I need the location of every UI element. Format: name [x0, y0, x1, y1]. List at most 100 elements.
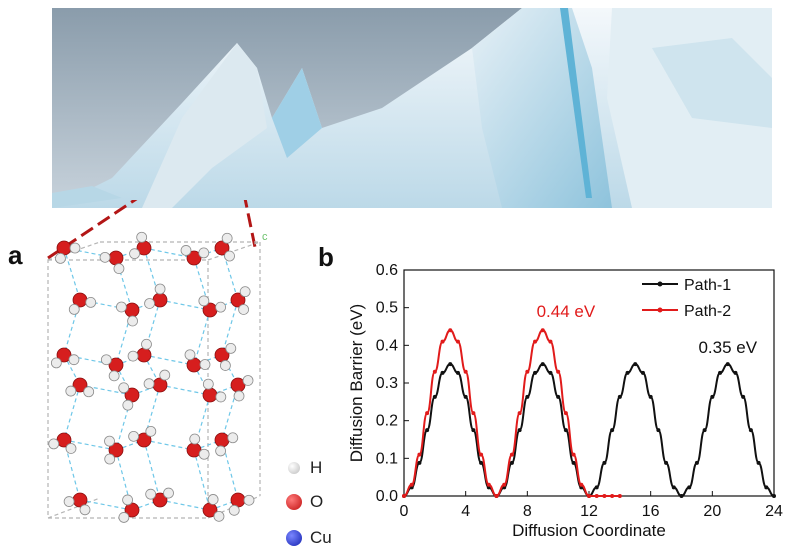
hydrogen-atom [127, 350, 139, 362]
oxygen-atom [152, 492, 168, 508]
oxygen-atom [230, 492, 246, 508]
cu-atom-label: Cu [310, 528, 332, 547]
water-molecule [145, 487, 174, 508]
hydrogen-atom [243, 494, 255, 506]
hydrogen-bond-line [143, 439, 161, 501]
hydrogen-atom [239, 286, 251, 298]
data-point [425, 428, 430, 433]
data-point [448, 328, 453, 333]
hydrogen-bond-line [79, 499, 133, 511]
water-molecule [65, 377, 95, 398]
o-atom-icon [286, 494, 302, 510]
data-point [471, 428, 476, 433]
water-molecule [128, 425, 157, 448]
oxygen-atom [186, 250, 202, 266]
y-tick-label: 0.0 [376, 488, 398, 505]
water-molecule [116, 301, 140, 327]
hydrogen-bond-line [63, 247, 81, 301]
hydrogen-atom [68, 303, 80, 315]
data-point [502, 482, 507, 487]
data-point [633, 362, 638, 367]
hydrogen-atom [224, 250, 235, 262]
hydrogen-atom [136, 231, 148, 243]
data-point [509, 460, 514, 465]
hydrogen-atom [233, 390, 245, 402]
cu-atom-icon [286, 530, 302, 546]
hydrogen-atom [65, 385, 77, 397]
hydrogen-atom [100, 354, 112, 366]
water-molecule [55, 240, 81, 264]
data-point [594, 494, 599, 498]
oxygen-atom [186, 357, 202, 373]
panel-label-b: b [318, 242, 334, 272]
data-point [448, 362, 453, 367]
x-tick-label: 24 [765, 503, 783, 520]
hydrogen-atom [198, 247, 210, 259]
hydrogen-atom [118, 512, 130, 523]
chart-legend: Path-1 Path-2 [642, 277, 731, 320]
oxygen-atom [152, 292, 168, 308]
series-layer [402, 328, 776, 498]
data-point [417, 452, 422, 457]
hydrogen-bond-line [159, 499, 211, 511]
hydrogen-bond-line [159, 384, 211, 396]
data-point [425, 411, 430, 416]
water-molecule [214, 432, 239, 457]
data-point [571, 452, 576, 457]
data-point [587, 494, 591, 498]
hydrogen-atom [154, 283, 166, 295]
water-molecule [127, 338, 152, 363]
data-point [509, 452, 514, 457]
panel-label-a: a [8, 240, 23, 270]
x-tick-label: 8 [523, 503, 532, 520]
y-tick-label: 0.3 [376, 375, 398, 392]
hydrogen-bond-line [63, 384, 81, 441]
data-point [594, 485, 599, 490]
water-molecule [63, 492, 91, 516]
hydrogen-atom [227, 432, 239, 444]
water-molecule [99, 250, 125, 274]
data-point [463, 394, 468, 399]
data-point [563, 411, 568, 416]
chart-annotations: 0.44 eV 0.35 eV [537, 302, 758, 357]
water-molecule [230, 286, 251, 315]
hydrogen-atom [228, 504, 240, 516]
iceberg-photo [52, 8, 772, 208]
hydrogen-atom [145, 425, 157, 437]
hydrogen-atom [104, 435, 115, 447]
data-point [718, 370, 723, 375]
h-atom-label: H [310, 458, 323, 477]
hydrogen-bond-line [221, 299, 239, 356]
data-point [417, 460, 422, 465]
hydrogen-atom [55, 253, 66, 264]
data-point [702, 428, 707, 433]
hydrogen-atom [215, 391, 227, 403]
hydrogen-atom [184, 349, 196, 361]
water-molecule [214, 232, 235, 262]
data-point [533, 339, 538, 344]
diffusion-barrier-chart: 0 4 8 12 16 20 24 0.0 0.1 0.2 0.3 0.4 0.5 0.6 Diffus… [347, 262, 783, 540]
hydrogen-atom [159, 369, 171, 381]
data-point [556, 369, 561, 374]
oxygen-atom [202, 387, 218, 403]
data-point [741, 394, 746, 399]
water-molecule [144, 283, 168, 309]
hydrogen-atom [127, 315, 138, 327]
y-tick-label: 0.4 [376, 337, 398, 354]
oxygen-atom [136, 347, 152, 363]
data-point [772, 494, 776, 498]
hydrogen-bond-line [193, 309, 211, 366]
water-molecule [50, 347, 80, 369]
oxygen-atom [230, 292, 246, 308]
data-point [463, 369, 468, 374]
x-tick-label: 16 [642, 503, 660, 520]
water-molecule [214, 343, 237, 371]
hydrogen-bond-line [63, 439, 117, 451]
oxygen-atom [214, 240, 230, 256]
hydrogen-atom [63, 496, 75, 507]
data-point [440, 339, 445, 344]
hydrogen-atom [207, 494, 219, 505]
hydrogen-atom [215, 445, 227, 457]
legend-label: Path-2 [684, 303, 731, 320]
oxygen-atom [108, 442, 124, 458]
